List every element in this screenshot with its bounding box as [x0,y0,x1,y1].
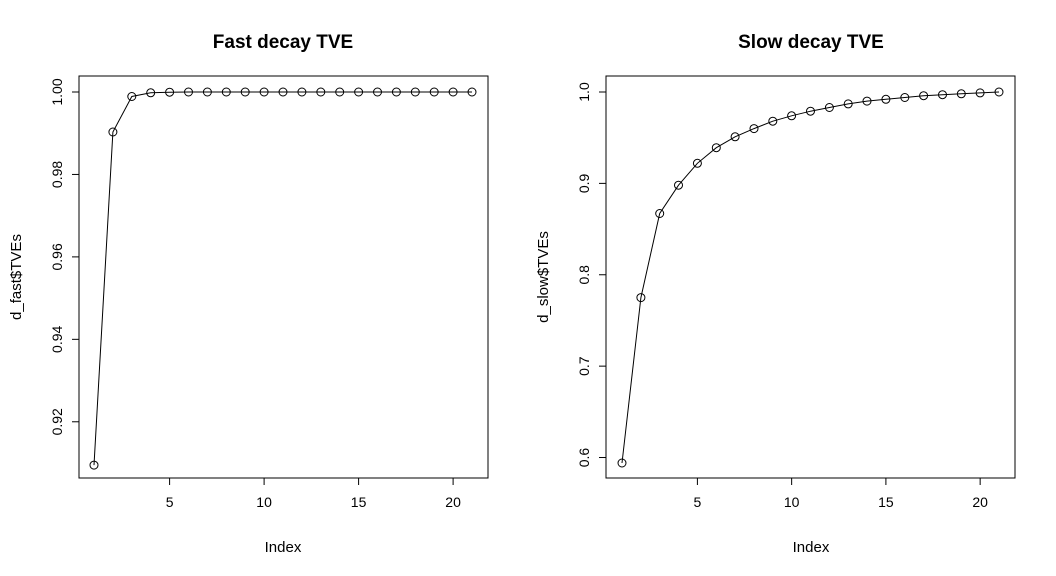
data-point [259,87,269,97]
y-axis-label: d_fast$TVEs [8,234,25,320]
data-point [429,87,439,97]
data-point [787,111,797,121]
data-point [730,132,740,142]
data-point [335,87,345,97]
data-point [768,116,778,126]
x-tick-label: 5 [166,494,174,510]
data-point [824,103,834,112]
data-point [108,127,118,137]
plot-frame [605,75,1016,479]
data-point [410,87,420,97]
data-point [843,99,853,109]
data-point [297,87,307,97]
x-tick-label: 10 [256,494,272,510]
series-line [621,91,1000,464]
y-tick-label: 0.8 [576,265,592,285]
data-point [711,143,721,153]
data-point [900,93,910,102]
x-axis-label: Index [793,539,830,556]
y-tick-label: 0.92 [49,408,65,435]
data-point [749,124,759,134]
data-point [240,87,250,97]
x-tick-label: 10 [784,494,800,510]
y-tick-label: 0.96 [49,243,65,270]
x-tick-label: 5 [694,494,702,510]
x-tick-label: 15 [878,494,894,510]
data-point [278,87,288,97]
data-point [636,293,646,303]
x-axis-label: Index [265,539,302,556]
x-tick-label: 20 [972,494,988,510]
data-point [975,88,985,98]
data-point [881,94,891,104]
y-tick-label: 0.9 [576,173,592,193]
y-tick-label: 1.0 [576,82,592,102]
data-point [391,87,401,97]
data-point [806,106,815,116]
data-point [994,87,1004,97]
data-point [919,91,929,101]
series [89,87,477,470]
y-tick-label: 0.7 [576,356,592,376]
data-point [448,87,458,97]
data-point [467,87,477,97]
series [617,87,1004,468]
y-tick-label: 0.6 [576,448,592,468]
data-point [146,88,156,98]
chart-title: Fast decay TVE [213,32,353,53]
data-point [617,458,627,468]
y-tick-label: 0.98 [49,161,65,188]
series-line [93,91,472,466]
slow-decay-panel: Slow decay TVE Index d_slow$TVEs 5 10 15 20… [535,32,1016,556]
x-tick-label: 15 [351,494,367,510]
data-point [938,90,947,100]
chart-title: Slow decay TVE [738,32,884,53]
data-point [862,96,872,106]
y-axis: 0.6 0.7 0.8 0.9 1.0 [576,82,607,468]
x-axis: 5 10 15 20 [694,477,988,510]
y-tick-label: 1.00 [49,78,65,105]
data-point [89,460,99,470]
plot-frame [78,75,489,479]
x-tick-label: 20 [445,494,461,510]
data-point [165,87,175,97]
data-point [373,87,382,97]
data-point [221,87,231,97]
data-point [674,180,683,190]
data-point [202,87,212,97]
y-tick-label: 0.94 [49,325,65,352]
data-point [692,158,702,168]
y-axis-label: d_slow$TVEs [535,231,552,323]
data-point [184,87,193,97]
data-point [316,87,326,97]
data-point [956,89,966,99]
fast-decay-panel: Fast decay TVE Index d_fast$TVEs 5 10 15 20… [8,32,489,556]
data-point [127,92,137,101]
y-axis: 0.92 0.94 0.96 0.98 1.00 [49,78,80,435]
data-point [655,209,665,218]
x-axis: 5 10 15 20 [166,477,461,510]
data-point [354,87,364,97]
